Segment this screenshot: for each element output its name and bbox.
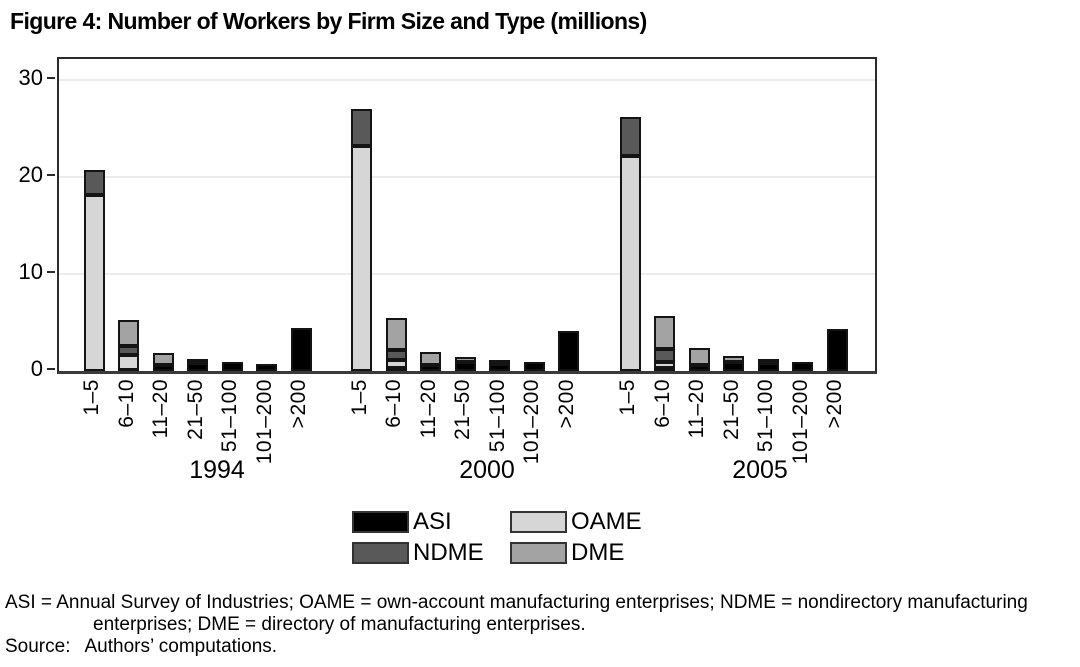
year-label-2005: 2005 bbox=[732, 456, 788, 484]
x-tick-label: >200 bbox=[287, 379, 310, 429]
x-tick-label: 1–5 bbox=[616, 379, 639, 416]
x-tick-label: 101–200 bbox=[520, 379, 543, 465]
source-text: Authors’ computations. bbox=[84, 636, 278, 657]
bar-segment-2005-6–10-OAME bbox=[654, 362, 675, 369]
bar-segment-1994-51–100-ASI bbox=[221, 362, 243, 371]
bar-segment-1994-1–5-NDME bbox=[83, 170, 105, 195]
bar-segment-1994-1–5-OAME bbox=[83, 194, 105, 371]
bar-segment-1994-11–20-ASI bbox=[152, 365, 174, 371]
bar-segment-2000-6–10-OAME bbox=[385, 360, 407, 369]
legend-label-ndme: NDME bbox=[413, 539, 484, 566]
bar-segment-2000-11–20-DME bbox=[420, 351, 441, 366]
bar-segment-2005-101–200-ASI bbox=[792, 361, 813, 371]
bar-segment-2000-6–10-DME bbox=[385, 317, 407, 350]
bar-segment-1994->200-ASI bbox=[290, 328, 312, 371]
bar-segment-2005-1–5-NDME bbox=[619, 117, 641, 156]
footnote-line-1: ASI = Annual Survey of Industries; OAME … bbox=[5, 592, 1028, 613]
x-tick-label: >200 bbox=[823, 379, 846, 429]
footnote-line-2: enterprises; DME = directory of manufact… bbox=[93, 614, 586, 635]
y-tick-mark bbox=[47, 368, 55, 370]
x-tick-label: 21–50 bbox=[451, 379, 474, 440]
bar-segment-2005-51–100-DME bbox=[757, 358, 779, 363]
gridline-30 bbox=[59, 79, 875, 82]
x-tick-label: 51–100 bbox=[218, 379, 241, 453]
bar-segment-2005-11–20-DME bbox=[688, 347, 710, 366]
bar-segment-2005-11–20-ASI bbox=[688, 365, 710, 371]
x-tick-label: 1–5 bbox=[347, 379, 371, 416]
x-tick-label: 11–20 bbox=[149, 379, 172, 439]
bar-segment-1994-101–200-ASI bbox=[256, 364, 277, 371]
x-tick-label: 6–10 bbox=[650, 379, 674, 428]
bar-segment-2005-51–100-ASI bbox=[757, 362, 779, 371]
bar-segment-1994-6–10-DME bbox=[118, 319, 139, 346]
year-label-1994: 1994 bbox=[189, 456, 245, 484]
y-tick-label: 20 bbox=[18, 162, 43, 188]
bar-segment-2000->200-ASI bbox=[558, 331, 579, 371]
x-tick-label: 101–200 bbox=[788, 379, 812, 465]
legend-swatch-ndme bbox=[352, 542, 409, 564]
y-tick-label: 10 bbox=[18, 259, 43, 285]
bar-segment-2000-51–100-ASI bbox=[489, 364, 510, 371]
legend-label-dme: DME bbox=[571, 539, 625, 566]
bar-segment-2005-6–10-NDME bbox=[654, 348, 675, 363]
x-tick-label: 11–20 bbox=[685, 379, 708, 439]
gridline-20 bbox=[59, 176, 875, 179]
legend-swatch-asi bbox=[352, 511, 409, 533]
footnote: ASI = Annual Survey of Industries; OAME … bbox=[5, 592, 1075, 658]
bar-segment-2005-1–5-OAME bbox=[619, 155, 641, 371]
bar-segment-2000-51–100-DME bbox=[489, 360, 510, 365]
bar-segment-1994-6–10-NDME bbox=[118, 345, 139, 355]
x-tick-label: 51–100 bbox=[754, 379, 777, 453]
gridline-10 bbox=[59, 273, 875, 276]
bar-segment-2005-21–50-ASI bbox=[723, 361, 744, 371]
x-tick-label: 6–10 bbox=[114, 379, 138, 428]
bar-segment-2005-21–50-DME bbox=[723, 355, 744, 362]
bar-segment-2000-6–10-NDME bbox=[385, 349, 407, 361]
x-tick-label: 51–100 bbox=[485, 379, 509, 453]
legend-swatch-oame bbox=[510, 511, 567, 533]
source-label: Source: bbox=[5, 636, 71, 657]
legend-label-oame: OAME bbox=[571, 508, 642, 535]
bar-segment-1994-11–20-DME bbox=[152, 352, 174, 366]
bar-segment-2000-1–5-OAME bbox=[351, 146, 372, 371]
bar-segment-2000-21–50-ASI bbox=[454, 361, 476, 371]
bar-segment-2005->200-ASI bbox=[826, 329, 848, 371]
y-tick-mark bbox=[47, 174, 55, 177]
year-label-2000: 2000 bbox=[459, 456, 515, 484]
plot-area bbox=[57, 57, 877, 374]
bar-segment-2005-6–10-DME bbox=[654, 315, 675, 349]
y-tick-mark bbox=[47, 77, 55, 80]
x-tick-label: 21–50 bbox=[183, 379, 207, 440]
bar-segment-2000-21–50-DME bbox=[454, 357, 476, 362]
y-tick-mark bbox=[47, 271, 55, 274]
bar-segment-2000-1–5-NDME bbox=[351, 109, 372, 147]
legend-swatch-dme bbox=[510, 542, 567, 564]
x-tick-label: 21–50 bbox=[719, 379, 743, 440]
bar-segment-1994-21–50-DME bbox=[187, 358, 208, 363]
x-tick-label: 101–200 bbox=[252, 379, 276, 465]
bar-segment-2000-101–200-ASI bbox=[523, 361, 545, 371]
chart-title: Figure 4: Number of Workers by Firm Size… bbox=[10, 8, 647, 34]
x-tick-label: 11–20 bbox=[416, 379, 440, 439]
x-tick-label: 1–5 bbox=[80, 379, 103, 416]
footnote-source: Source: Authors’ computations. bbox=[5, 636, 1075, 658]
y-tick-label: 0 bbox=[30, 356, 43, 381]
bar-segment-2000-11–20-ASI bbox=[420, 365, 441, 371]
x-tick-label: >200 bbox=[554, 379, 578, 429]
bar-segment-1994-6–10-OAME bbox=[118, 354, 139, 371]
legend-label-asi: ASI bbox=[413, 508, 452, 535]
x-tick-label: 6–10 bbox=[382, 379, 405, 428]
bar-segment-1994-21–50-ASI bbox=[187, 362, 208, 371]
y-tick-label: 30 bbox=[18, 65, 43, 91]
